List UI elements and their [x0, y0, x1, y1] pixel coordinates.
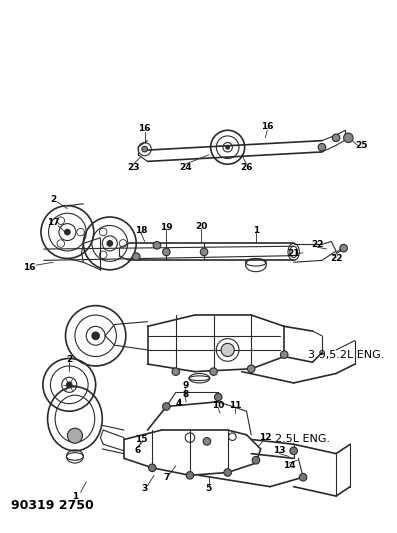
Circle shape	[92, 332, 99, 340]
Circle shape	[247, 365, 255, 373]
Circle shape	[107, 240, 113, 246]
Circle shape	[203, 438, 211, 445]
Circle shape	[344, 133, 353, 142]
Circle shape	[299, 473, 307, 481]
Text: 15: 15	[135, 435, 147, 444]
Circle shape	[224, 469, 231, 477]
Text: 26: 26	[240, 164, 253, 173]
Text: 19: 19	[160, 223, 173, 232]
Circle shape	[133, 253, 140, 261]
Circle shape	[214, 393, 222, 401]
Circle shape	[163, 403, 170, 410]
Circle shape	[318, 143, 326, 151]
Text: 13: 13	[273, 446, 286, 455]
Text: 11: 11	[229, 401, 241, 410]
Text: 2: 2	[66, 355, 72, 364]
Text: 6: 6	[135, 446, 141, 455]
Text: 22: 22	[311, 240, 324, 249]
Circle shape	[210, 368, 217, 375]
Text: 16: 16	[261, 122, 274, 131]
Circle shape	[65, 229, 70, 235]
Text: 14: 14	[283, 462, 295, 471]
Text: 20: 20	[195, 222, 208, 231]
Text: 1: 1	[72, 491, 78, 500]
Circle shape	[142, 146, 148, 152]
Circle shape	[221, 343, 234, 357]
Text: 3: 3	[142, 484, 148, 493]
Text: 21: 21	[287, 249, 300, 259]
Text: 22: 22	[330, 254, 342, 263]
Text: 25: 25	[355, 141, 368, 150]
Text: 17: 17	[47, 218, 60, 227]
Circle shape	[172, 368, 179, 375]
Text: 23: 23	[127, 164, 140, 173]
Circle shape	[200, 248, 208, 256]
Circle shape	[290, 447, 297, 455]
Text: 1: 1	[253, 225, 259, 235]
Circle shape	[280, 351, 288, 358]
Text: 2.5L ENG.: 2.5L ENG.	[275, 434, 330, 445]
Text: 16: 16	[23, 263, 36, 272]
Text: 16: 16	[139, 124, 151, 133]
Circle shape	[148, 464, 156, 472]
Text: 9: 9	[182, 381, 189, 390]
Text: 90319 2750: 90319 2750	[11, 499, 94, 512]
Text: 5: 5	[206, 484, 212, 493]
Text: 12: 12	[259, 433, 272, 442]
Text: 4: 4	[175, 399, 182, 408]
Text: 3.9,5.2L ENG.: 3.9,5.2L ENG.	[308, 350, 384, 360]
Circle shape	[332, 134, 340, 142]
Text: 7: 7	[163, 473, 170, 482]
Text: 18: 18	[135, 225, 147, 235]
Circle shape	[340, 244, 347, 252]
Circle shape	[67, 428, 83, 443]
Circle shape	[186, 472, 194, 479]
Circle shape	[153, 241, 161, 249]
Text: 2: 2	[50, 195, 56, 204]
Text: 10: 10	[212, 401, 224, 410]
Circle shape	[226, 146, 229, 149]
Circle shape	[66, 382, 72, 387]
Text: 24: 24	[179, 164, 191, 173]
Circle shape	[163, 248, 170, 256]
Text: 8: 8	[182, 390, 188, 399]
Circle shape	[252, 456, 260, 464]
